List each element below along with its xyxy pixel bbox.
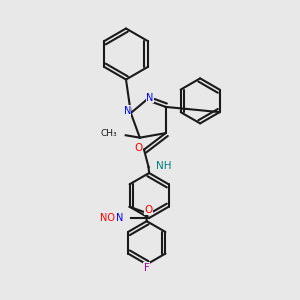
Text: N: N — [116, 213, 123, 223]
Text: F: F — [144, 263, 150, 273]
Text: N: N — [124, 106, 131, 116]
Text: CH₃: CH₃ — [100, 129, 117, 138]
Text: NO₂: NO₂ — [100, 213, 119, 223]
Text: O: O — [134, 143, 143, 153]
Text: N: N — [146, 92, 154, 103]
Text: NH: NH — [156, 160, 172, 170]
Text: O: O — [144, 205, 153, 215]
